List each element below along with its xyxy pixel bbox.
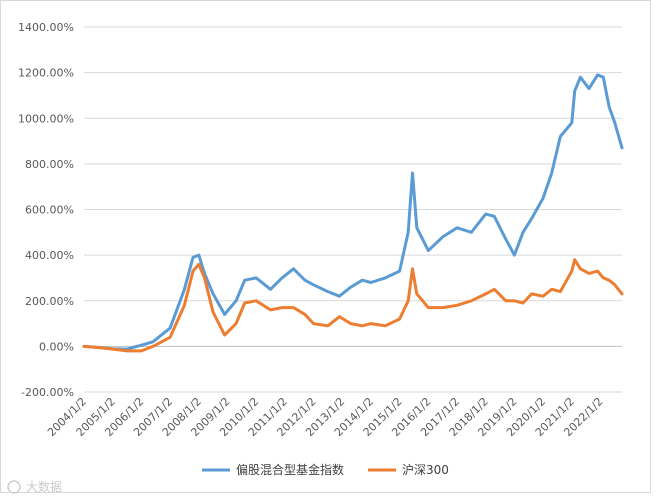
y-tick-label: 1400.00%	[18, 21, 74, 34]
watermark-text: 大数据	[26, 479, 62, 494]
y-tick-label: 800.00%	[25, 158, 74, 171]
y-tick-label: 1000.00%	[18, 112, 74, 125]
series-line-fund-index	[82, 73, 624, 351]
watermark-logo-icon	[7, 480, 21, 494]
y-tick-label: 200.00%	[25, 295, 74, 308]
chart-border	[0, 0, 651, 493]
y-tick-label: 400.00%	[25, 249, 74, 262]
legend-label-fund: 偏股混合型基金指数	[236, 462, 344, 477]
series-line-csi300	[82, 258, 624, 353]
gridlines	[84, 26, 622, 393]
legend: 偏股混合型基金指数 沪深300	[202, 462, 449, 477]
legend-label-csi300: 沪深300	[402, 463, 449, 477]
y-axis-ticks: -200.00% 0.00% 200.00% 400.00% 600.00% 800.00…	[18, 21, 74, 399]
watermark: 大数据	[7, 479, 62, 494]
y-tick-label: 1200.00%	[18, 67, 74, 80]
y-tick-label: 0.00%	[39, 340, 74, 353]
y-tick-label: 600.00%	[25, 204, 74, 217]
y-tick-label: -200.00%	[21, 386, 74, 399]
series-lines	[82, 73, 624, 353]
